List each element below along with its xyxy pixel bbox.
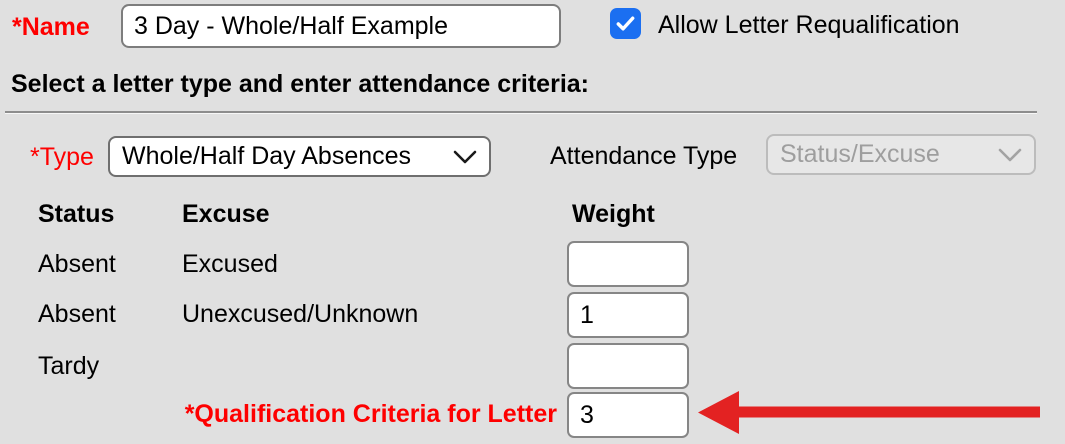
type-label: *Type bbox=[30, 143, 94, 171]
status-column-header: Status bbox=[38, 200, 115, 228]
attendance-type-label: Attendance Type bbox=[550, 142, 738, 170]
table-row-excuse: Unexcused/Unknown bbox=[182, 300, 419, 328]
requalification-label: Allow Letter Requalification bbox=[658, 11, 960, 39]
checkmark-icon bbox=[616, 16, 635, 31]
table-row-status: Absent bbox=[38, 250, 116, 278]
type-select-value: Whole/Half Day Absences bbox=[122, 142, 412, 170]
table-row-status: Absent bbox=[38, 300, 116, 328]
name-label: *Name bbox=[12, 13, 90, 41]
requalification-checkbox[interactable] bbox=[610, 8, 641, 39]
qualification-criteria-label: *Qualification Criteria for Letter bbox=[184, 400, 557, 428]
name-input[interactable] bbox=[121, 4, 561, 48]
weight-input-absent-unexcused[interactable] bbox=[567, 292, 689, 338]
excuse-column-header: Excuse bbox=[182, 200, 270, 228]
chevron-down-icon bbox=[453, 150, 477, 163]
section-heading: Select a letter type and enter attendanc… bbox=[11, 70, 589, 98]
attendance-type-select: Status/Excuse bbox=[766, 134, 1036, 175]
table-row-excuse: Excused bbox=[182, 250, 278, 278]
weight-input-absent-excused[interactable] bbox=[567, 241, 689, 287]
table-row-status: Tardy bbox=[38, 352, 100, 380]
section-divider bbox=[5, 111, 1037, 114]
qualification-criteria-input[interactable] bbox=[567, 392, 689, 438]
weight-column-header: Weight bbox=[572, 200, 655, 228]
weight-input-tardy[interactable] bbox=[567, 343, 689, 389]
chevron-down-icon bbox=[998, 148, 1022, 161]
attendance-type-select-value: Status/Excuse bbox=[780, 140, 940, 168]
left-arrow-icon bbox=[698, 391, 1040, 434]
type-select[interactable]: Whole/Half Day Absences bbox=[108, 136, 491, 177]
